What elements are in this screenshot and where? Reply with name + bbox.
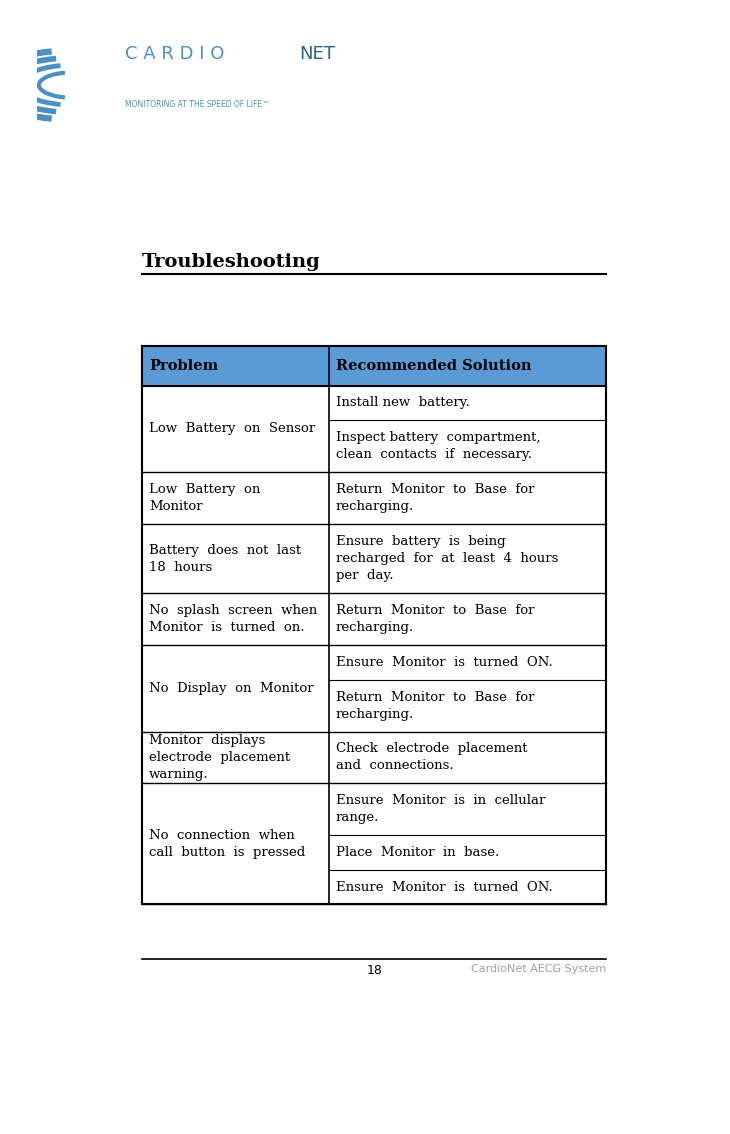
Text: No  connection  when
call  button  is  pressed: No connection when call button is presse… [149, 829, 305, 858]
Text: Ensure  battery  is  being
recharged  for  at  least  4  hours
per  day.: Ensure battery is being recharged for at… [336, 535, 558, 582]
Bar [142, 346, 606, 905]
Text: Check  electrode  placement
and  connections.: Check electrode placement and connection… [336, 743, 527, 772]
Text: CardioNet AECG System: CardioNet AECG System [471, 964, 606, 974]
Text: Recommended Solution: Recommended Solution [336, 358, 531, 373]
Text: Install new  battery.: Install new battery. [336, 397, 469, 409]
Text: Return  Monitor  to  Base  for
recharging.: Return Monitor to Base for recharging. [336, 483, 534, 513]
Text: Ensure  Monitor  is  turned  ON.: Ensure Monitor is turned ON. [336, 655, 553, 669]
Bar [142, 346, 606, 386]
Text: Low  Battery  on  Sensor: Low Battery on Sensor [149, 422, 315, 435]
Text: Place  Monitor  in  base.: Place Monitor in base. [336, 846, 499, 860]
Text: No  Display  on  Monitor: No Display on Monitor [149, 682, 314, 695]
Text: No  splash  screen  when
Monitor  is  turned  on.: No splash screen when Monitor is turned … [149, 604, 318, 634]
Text: Return  Monitor  to  Base  for
recharging.: Return Monitor to Base for recharging. [336, 691, 534, 720]
Text: Battery  does  not  last
18  hours: Battery does not last 18 hours [149, 543, 301, 574]
Text: Ensure  Monitor  is  turned  ON.: Ensure Monitor is turned ON. [336, 881, 553, 894]
Text: Problem: Problem [149, 358, 218, 373]
Text: Low  Battery  on
Monitor: Low Battery on Monitor [149, 483, 261, 513]
Text: Ensure  Monitor  is  in  cellular
range.: Ensure Monitor is in cellular range. [336, 794, 545, 824]
Text: Monitor  displays
electrode  placement
warning.: Monitor displays electrode placement war… [149, 734, 290, 781]
Text: Troubleshooting: Troubleshooting [142, 253, 321, 271]
Text: Inspect battery  compartment,
clean  contacts  if  necessary.: Inspect battery compartment, clean conta… [336, 431, 540, 462]
Text: MONITORING AT THE SPEED OF LIFE™: MONITORING AT THE SPEED OF LIFE™ [125, 100, 269, 109]
Text: NET: NET [299, 45, 335, 64]
Text: C A R D I O: C A R D I O [125, 45, 224, 64]
Text: Return  Monitor  to  Base  for
recharging.: Return Monitor to Base for recharging. [336, 604, 534, 634]
Text: 18: 18 [366, 964, 382, 976]
